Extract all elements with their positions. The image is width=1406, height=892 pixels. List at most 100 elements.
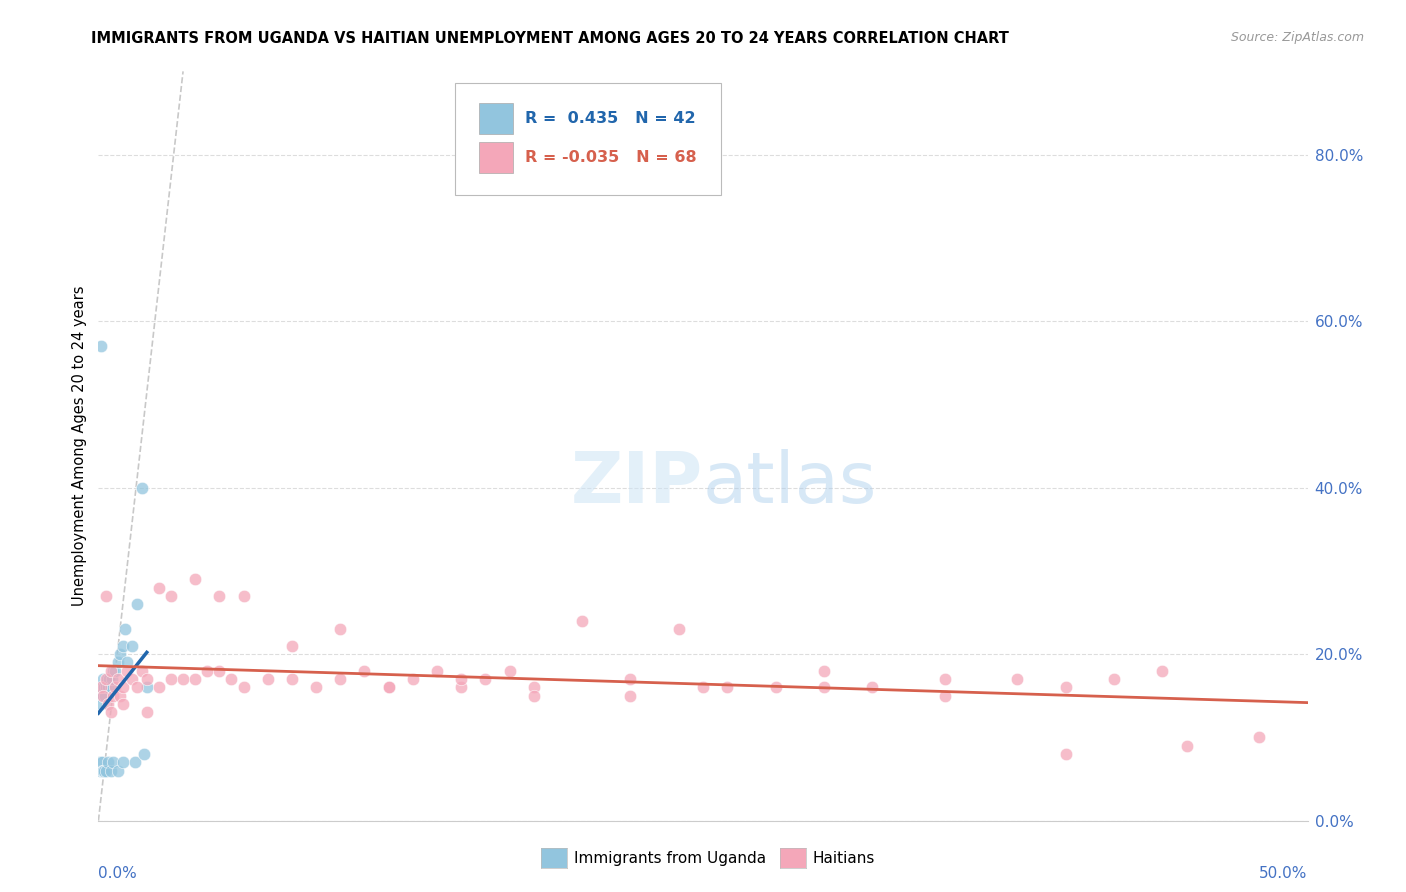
- Point: [90, 339, 112, 353]
- Point: [523, 689, 546, 703]
- Text: 50.0%: 50.0%: [1260, 866, 1308, 881]
- Point: [934, 689, 956, 703]
- Point: [450, 672, 472, 686]
- Point: [523, 681, 546, 695]
- Point: [131, 664, 153, 678]
- Point: [94, 689, 117, 703]
- Point: [148, 581, 170, 595]
- Point: [221, 672, 243, 686]
- Point: [97, 681, 120, 695]
- Point: [111, 756, 134, 770]
- Point: [111, 681, 134, 695]
- Point: [1054, 681, 1077, 695]
- Point: [91, 689, 114, 703]
- Point: [104, 681, 127, 695]
- Point: [101, 689, 124, 703]
- Point: [107, 672, 129, 686]
- Point: [121, 672, 143, 686]
- Point: [90, 681, 112, 695]
- Point: [716, 681, 738, 695]
- Point: [90, 764, 112, 778]
- Point: [195, 664, 218, 678]
- Point: [619, 689, 641, 703]
- Text: Haitians: Haitians: [813, 851, 875, 865]
- Point: [90, 764, 112, 778]
- FancyBboxPatch shape: [479, 142, 513, 173]
- Point: [281, 639, 304, 653]
- Point: [208, 589, 231, 603]
- Point: [100, 681, 122, 695]
- Point: [498, 664, 520, 678]
- Point: [89, 681, 111, 695]
- Point: [97, 756, 120, 770]
- Point: [121, 639, 143, 653]
- Text: R = -0.035   N = 68: R = -0.035 N = 68: [526, 150, 697, 165]
- Text: R =  0.435   N = 42: R = 0.435 N = 42: [526, 112, 696, 126]
- Point: [1175, 739, 1198, 753]
- FancyBboxPatch shape: [479, 103, 513, 135]
- Text: ZIP: ZIP: [571, 449, 703, 518]
- Point: [98, 672, 121, 686]
- Point: [813, 664, 835, 678]
- Point: [135, 706, 157, 720]
- Point: [1152, 664, 1174, 678]
- Point: [619, 672, 641, 686]
- Point: [329, 672, 352, 686]
- Point: [100, 764, 122, 778]
- Point: [104, 664, 127, 678]
- Point: [377, 681, 399, 695]
- Point: [377, 681, 399, 695]
- Point: [91, 689, 114, 703]
- Point: [668, 622, 690, 636]
- Point: [765, 681, 787, 695]
- Point: [100, 672, 122, 686]
- Point: [232, 681, 254, 695]
- Text: 0.0%: 0.0%: [98, 866, 138, 881]
- Point: [135, 681, 157, 695]
- Point: [107, 764, 129, 778]
- Point: [450, 681, 472, 695]
- Text: IMMIGRANTS FROM UGANDA VS HAITIAN UNEMPLOYMENT AMONG AGES 20 TO 24 YEARS CORRELA: IMMIGRANTS FROM UGANDA VS HAITIAN UNEMPL…: [91, 31, 1010, 46]
- Point: [100, 664, 122, 678]
- Point: [571, 614, 593, 628]
- FancyBboxPatch shape: [456, 83, 721, 195]
- Point: [97, 697, 120, 711]
- Point: [90, 689, 112, 703]
- Point: [91, 681, 114, 695]
- Point: [117, 656, 139, 670]
- Point: [813, 681, 835, 695]
- Point: [94, 681, 117, 695]
- Point: [281, 672, 304, 686]
- Point: [184, 572, 207, 586]
- Point: [426, 664, 449, 678]
- Point: [101, 664, 124, 678]
- Point: [232, 589, 254, 603]
- Point: [100, 706, 122, 720]
- Text: atlas: atlas: [703, 449, 877, 518]
- Point: [111, 697, 134, 711]
- Point: [692, 681, 714, 695]
- Point: [94, 589, 117, 603]
- Text: Source: ZipAtlas.com: Source: ZipAtlas.com: [1230, 31, 1364, 45]
- Point: [208, 664, 231, 678]
- Point: [108, 647, 131, 661]
- Point: [124, 756, 146, 770]
- Point: [93, 681, 115, 695]
- Point: [127, 597, 149, 611]
- Point: [127, 681, 149, 695]
- Point: [184, 672, 207, 686]
- Point: [172, 672, 194, 686]
- Point: [91, 756, 114, 770]
- Point: [160, 589, 183, 603]
- Point: [134, 747, 156, 761]
- Point: [1007, 672, 1029, 686]
- Point: [160, 672, 183, 686]
- Point: [114, 622, 136, 636]
- Point: [148, 681, 170, 695]
- Point: [934, 672, 956, 686]
- Point: [93, 764, 115, 778]
- Point: [91, 764, 114, 778]
- Point: [91, 672, 114, 686]
- Point: [94, 764, 117, 778]
- Point: [108, 689, 131, 703]
